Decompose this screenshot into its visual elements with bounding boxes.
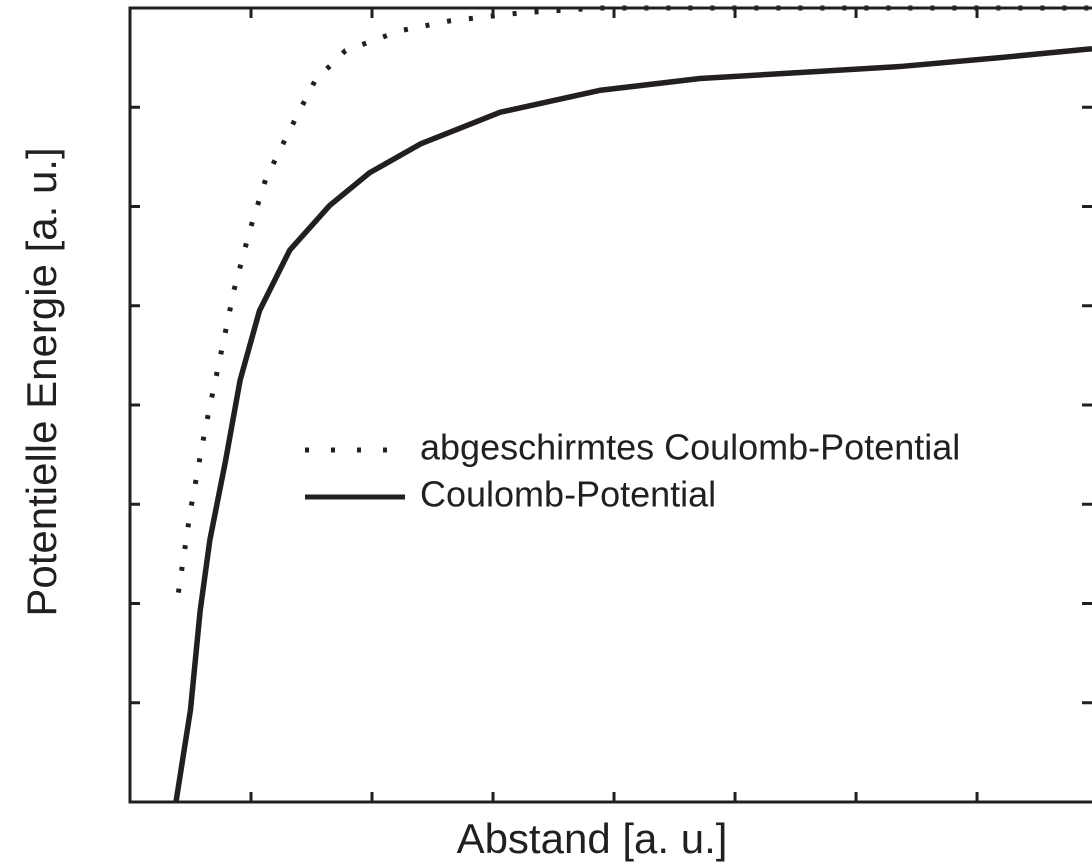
axes-frame: [128, 6, 1091, 804]
series-line: [175, 5, 1092, 593]
legend-label: Coulomb-Potential: [420, 474, 716, 515]
x-axis-label: Abstand [a. u.]: [457, 815, 728, 862]
legend-label: abgeschirmtes Coulomb-Potential: [420, 427, 960, 468]
series-line: [173, 45, 1092, 803]
y-axis-label: Potentielle Energie [a. u.]: [18, 147, 65, 616]
